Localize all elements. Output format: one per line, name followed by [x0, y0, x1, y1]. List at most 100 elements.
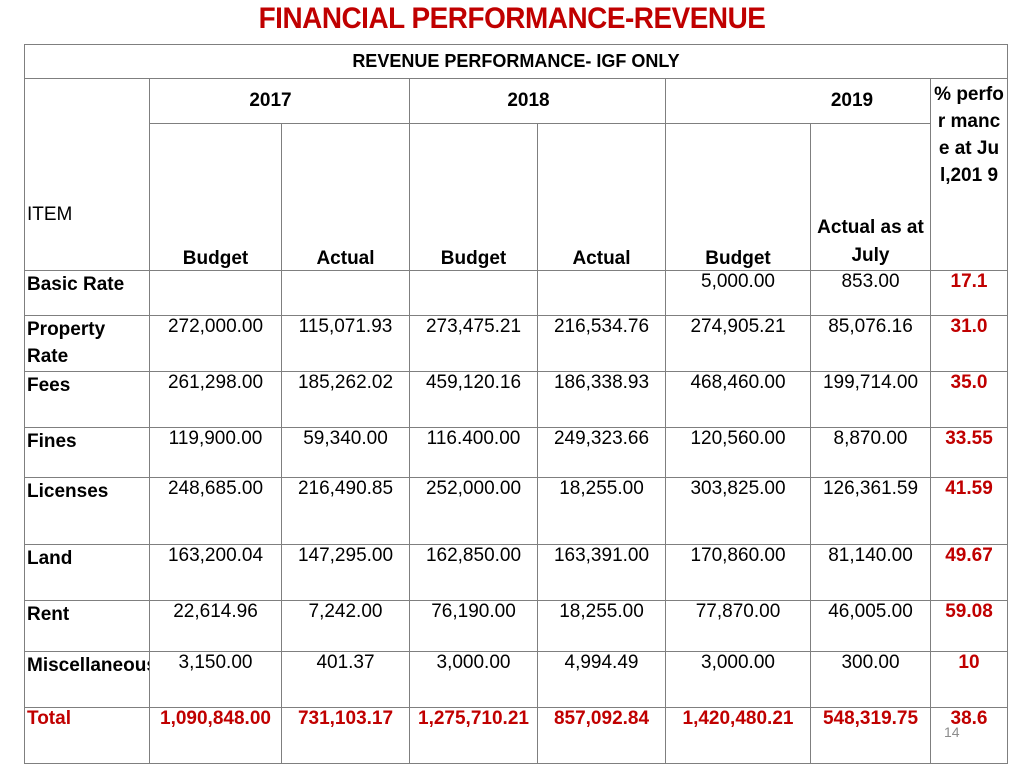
- table-row: Fines 119,900.00 59,340.00 116.400.00 249,32…: [24, 427, 1008, 478]
- cell-value: 147,295.00: [281, 544, 410, 601]
- table-subtitle: REVENUE PERFORMANCE- IGF ONLY: [24, 44, 1008, 79]
- actual-2017-header: Actual: [281, 123, 410, 271]
- slide-title: FINANCIAL PERFORMANCE-REVENUE: [258, 2, 766, 35]
- cell-value: 186,338.93: [537, 371, 666, 428]
- cell-value: 46,005.00: [810, 600, 931, 652]
- table-row: Fees 261,298.00 185,262.02 459,120.16 186,33…: [24, 371, 1008, 428]
- cell-value: 300.00: [810, 651, 931, 708]
- cell-value: 272,000.00: [149, 315, 282, 372]
- cell-value: 199,714.00: [810, 371, 931, 428]
- revenue-table: REVENUE PERFORMANCE- IGF ONLY ITEM 2017 …: [24, 44, 1008, 764]
- total-value: 1,275,710.21: [409, 707, 538, 764]
- total-label: Total: [24, 707, 150, 764]
- row-label: Licenses: [24, 477, 150, 545]
- row-label: Miscellaneous: [24, 651, 150, 708]
- cell-value: 216,534.76: [537, 315, 666, 372]
- row-label: Basic Rate: [24, 270, 150, 316]
- total-row: Total 1,090,848.00 731,103.17 1,275,710.…: [24, 707, 1008, 764]
- total-performance: 38.6: [930, 707, 1008, 764]
- cell-value: 853.00: [810, 270, 931, 316]
- column-header-row: Budget Actual Budget Actual Budget Actua…: [25, 123, 1008, 271]
- cell-value: 59,340.00: [281, 427, 410, 478]
- cell-value: 5,000.00: [665, 270, 811, 316]
- table-row: Licenses 248,685.00 216,490.85 252,000.00 18…: [24, 477, 1008, 545]
- cell-value: 401.37: [281, 651, 410, 708]
- cell-value: 163,200.04: [149, 544, 282, 601]
- table-row: Rent 22,614.96 7,242.00 76,190.00 18,255.00 7…: [24, 600, 1008, 652]
- cell-value: [537, 270, 666, 316]
- year-2019-header: 2019: [665, 78, 931, 124]
- performance-value: 17.1: [930, 270, 1008, 316]
- cell-value: 261,298.00: [149, 371, 282, 428]
- item-header: ITEM: [24, 78, 150, 271]
- cell-value: 7,242.00: [281, 600, 410, 652]
- cell-value: 248,685.00: [149, 477, 282, 545]
- cell-value: 126,361.59: [810, 477, 931, 545]
- cell-value: 170,860.00: [665, 544, 811, 601]
- actual-2018-header: Actual: [537, 123, 666, 271]
- budget-2018-header: Budget: [409, 123, 538, 271]
- cell-value: 3,150.00: [149, 651, 282, 708]
- total-value: 1,090,848.00: [149, 707, 282, 764]
- year-2017-header: 2017: [149, 78, 410, 124]
- cell-value: 468,460.00: [665, 371, 811, 428]
- total-value: 731,103.17: [281, 707, 410, 764]
- cell-value: 163,391.00: [537, 544, 666, 601]
- cell-value: 77,870.00: [665, 600, 811, 652]
- year-header-row: ITEM 2017 2018 2019 % perfor mance at Ju…: [24, 78, 1008, 271]
- cell-value: 8,870.00: [810, 427, 931, 478]
- row-label: Rent: [24, 600, 150, 652]
- cell-value: 303,825.00: [665, 477, 811, 545]
- performance-value: 35.0: [930, 371, 1008, 428]
- row-label: Land: [24, 544, 150, 601]
- total-value: 548,319.75: [810, 707, 931, 764]
- performance-value: 10: [930, 651, 1008, 708]
- cell-value: 81,140.00: [810, 544, 931, 601]
- cell-value: 252,000.00: [409, 477, 538, 545]
- cell-value: 162,850.00: [409, 544, 538, 601]
- budget-2017-header: Budget: [149, 123, 282, 271]
- table-row: Land 163,200.04 147,295.00 162,850.00 163,39…: [24, 544, 1008, 601]
- performance-value: 31.0: [930, 315, 1008, 372]
- total-value: 1,420,480.21: [665, 707, 811, 764]
- table-row: Property Rate 272,000.00 115,071.93 273,475…: [24, 315, 1008, 372]
- cell-value: 273,475.21: [409, 315, 538, 372]
- cell-value: 249,323.66: [537, 427, 666, 478]
- row-label: Fees: [24, 371, 150, 428]
- cell-value: [281, 270, 410, 316]
- cell-value: 18,255.00: [537, 600, 666, 652]
- subtitle-row: REVENUE PERFORMANCE- IGF ONLY: [24, 44, 1008, 79]
- row-label: Fines: [24, 427, 150, 478]
- cell-value: 76,190.00: [409, 600, 538, 652]
- performance-header: % perfor mance at Jul,201 9: [930, 78, 1008, 271]
- performance-value: 59.08: [930, 600, 1008, 652]
- cell-value: 3,000.00: [665, 651, 811, 708]
- cell-value: 18,255.00: [537, 477, 666, 545]
- cell-value: [149, 270, 282, 316]
- row-label: Property Rate: [24, 315, 150, 372]
- cell-value: 115,071.93: [281, 315, 410, 372]
- cell-value: 185,262.02: [281, 371, 410, 428]
- performance-value: 49.67: [930, 544, 1008, 601]
- year-2018-header: 2018: [409, 78, 666, 124]
- table-row: Miscellaneous 3,150.00 401.37 3,000.00 4,994…: [24, 651, 1008, 708]
- cell-value: 119,900.00: [149, 427, 282, 478]
- cell-value: 120,560.00: [665, 427, 811, 478]
- cell-value: 4,994.49: [537, 651, 666, 708]
- performance-value: 41.59: [930, 477, 1008, 545]
- cell-value: 3,000.00: [409, 651, 538, 708]
- cell-value: [409, 270, 538, 316]
- performance-value: 33.55: [930, 427, 1008, 478]
- slide-number: 14: [944, 724, 960, 740]
- cell-value: 459,120.16: [409, 371, 538, 428]
- total-value: 857,092.84: [537, 707, 666, 764]
- cell-value: 85,076.16: [810, 315, 931, 372]
- table-row: Basic Rate 5,000.00 853.00 17.1: [24, 270, 1008, 316]
- cell-value: 274,905.21: [665, 315, 811, 372]
- cell-value: 116.400.00: [409, 427, 538, 478]
- budget-2019-header: Budget: [665, 123, 811, 271]
- cell-value: 216,490.85: [281, 477, 410, 545]
- actual-july-2019-header: Actual as at July: [810, 123, 931, 271]
- cell-value: 22,614.96: [149, 600, 282, 652]
- data-rows: Basic Rate 5,000.00 853.00 17.1 Property Ra…: [24, 270, 1008, 708]
